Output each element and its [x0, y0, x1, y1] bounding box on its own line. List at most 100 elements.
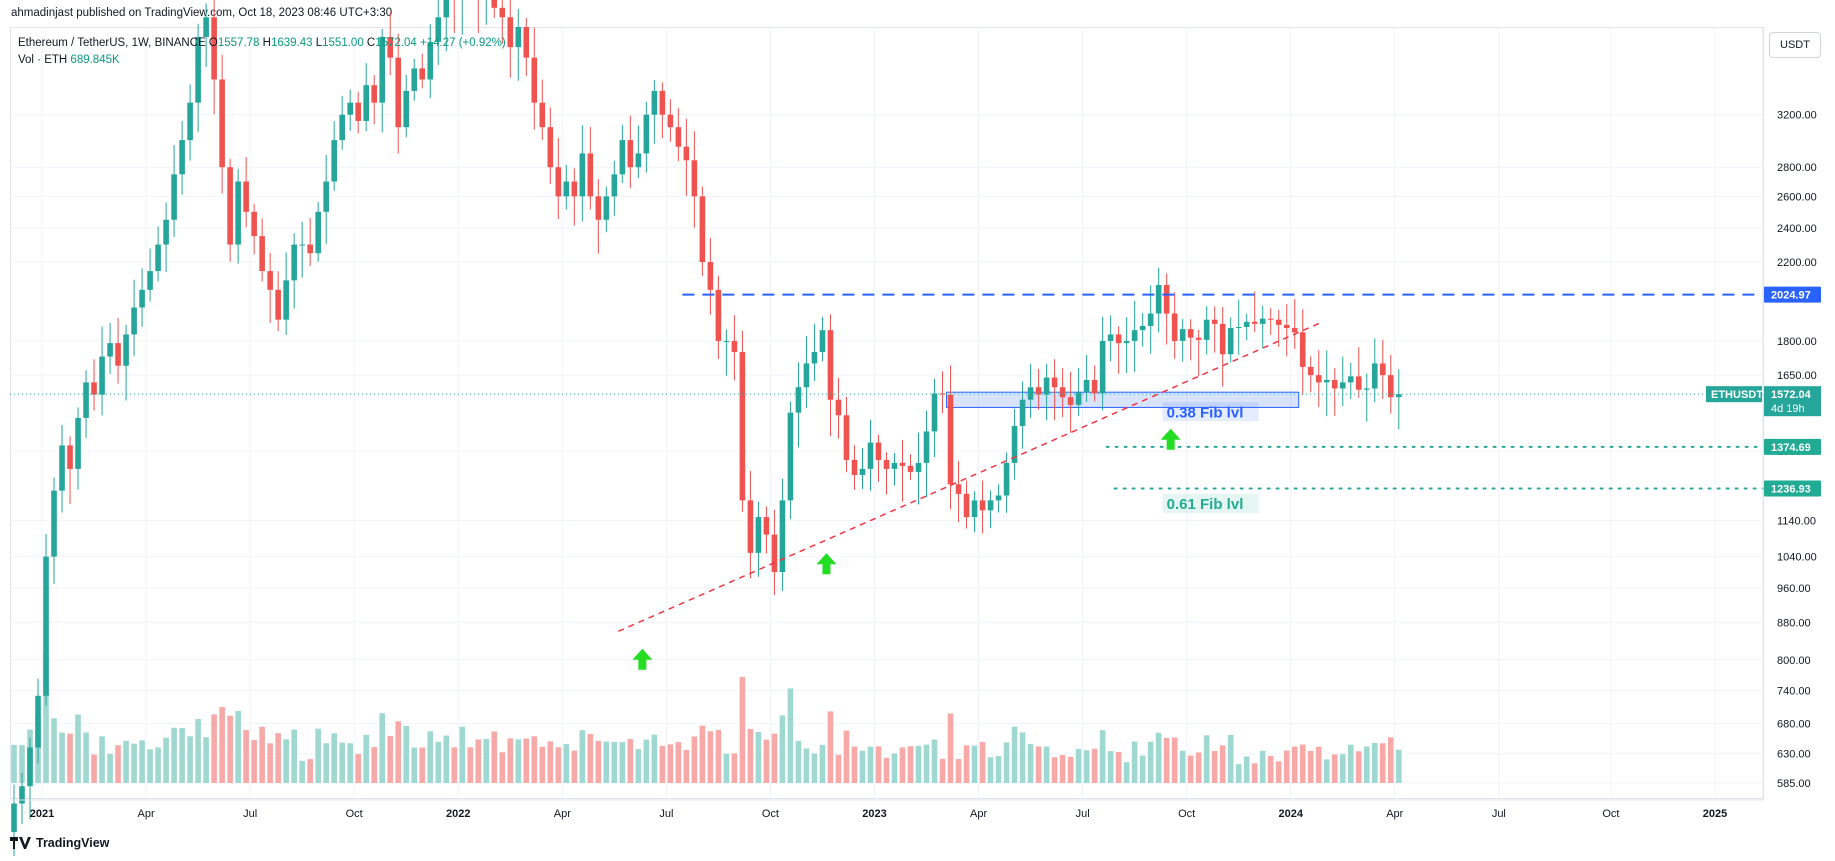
candle-body: [491, 0, 498, 8]
high-label: H: [262, 37, 271, 49]
candle-body: [779, 500, 786, 573]
volume-bar: [211, 714, 217, 783]
candle-body: [1043, 377, 1050, 395]
volume-bar: [707, 731, 714, 783]
volume-bar: [1371, 742, 1378, 783]
volume-bar: [203, 737, 209, 783]
volume-bar: [1315, 746, 1322, 783]
candle-body: [1115, 334, 1122, 344]
volume-bar: [915, 745, 922, 783]
volume-bar: [907, 746, 914, 783]
tradingview-logo-icon: [10, 837, 31, 849]
open-value: 1557.78: [217, 37, 260, 49]
volume-row: Vol · ETH 689.845K: [18, 52, 506, 69]
candle-body: [1363, 388, 1370, 390]
volume-bar: [235, 710, 241, 783]
chart-legend: Ethereum / TetherUS, 1W, BINANCE O1557.7…: [18, 35, 506, 69]
price-tick-label: 2200.00: [1777, 257, 1817, 269]
candle-body: [35, 695, 41, 748]
candle-body: [203, 17, 209, 37]
volume-bar: [331, 733, 337, 783]
time-tick-label: Jul: [659, 808, 673, 820]
price-axis: 3200.00 2800.00 2600.00 2400.00 2200.00 1800.…: [1706, 27, 1821, 800]
countdown-label: 4d 19h: [1771, 403, 1805, 415]
volume-bar: [131, 743, 137, 783]
candle-body: [347, 102, 353, 115]
price-tick-label: 960.00: [1777, 583, 1811, 595]
volume-bar: [699, 725, 706, 783]
price-tick-label: 880.00: [1777, 617, 1811, 629]
fib-zone-rect: [946, 391, 1300, 408]
volume-bar: [787, 688, 794, 783]
up-arrow-icon: [632, 648, 653, 670]
volume-bar: [411, 747, 418, 783]
volume-bar: [275, 733, 281, 783]
candle-body: [683, 146, 690, 161]
volume-bar: [267, 743, 273, 783]
time-tick-label: Oct: [1178, 808, 1195, 820]
candle-body: [507, 17, 514, 48]
volume-bar: [107, 753, 113, 783]
change-value: +14.27 (+0.92%): [420, 37, 506, 49]
candle-body: [747, 500, 754, 553]
time-tick-label: Apr: [554, 808, 571, 820]
volume-bar: [1019, 732, 1026, 783]
volume-bar: [499, 752, 506, 783]
candle-body: [987, 500, 994, 511]
volume-bar: [651, 734, 658, 783]
volume-bar: [955, 758, 962, 783]
candle-body: [91, 382, 97, 395]
volume-bar: [563, 743, 570, 783]
candle-body: [1155, 285, 1162, 314]
time-tick-label: 2022: [446, 808, 470, 820]
volume-bar: [355, 754, 362, 783]
candle-body: [1267, 318, 1274, 320]
volume-label: Vol · ETH: [18, 54, 68, 66]
volume-bar: [1163, 737, 1170, 783]
candle-body: [155, 244, 161, 272]
candle-body: [1227, 328, 1234, 355]
candle-body: [243, 181, 249, 212]
volume-bar: [1075, 748, 1082, 783]
candle-body: [387, 36, 394, 58]
price-badge: [1764, 480, 1821, 497]
candle-body: [27, 747, 33, 787]
candle-body: [1371, 363, 1378, 389]
volume-bar: [963, 745, 970, 783]
candle-body: [1355, 376, 1362, 390]
volume-bar: [1059, 754, 1066, 783]
volume-bar: [187, 736, 193, 783]
volume-bar: [1243, 756, 1250, 783]
volume-bar: [99, 736, 105, 783]
price-tick-label: 585.00: [1777, 778, 1811, 790]
volume-bar: [163, 737, 169, 783]
grid-lines: [10, 27, 1763, 800]
publisher-line: ahmadinjast published on TradingView.com…: [11, 7, 393, 19]
candle-body: [715, 289, 722, 341]
volume-bar: [435, 741, 442, 783]
volume-bar: [43, 654, 49, 783]
candle-body: [1323, 379, 1330, 383]
volume-bar: [299, 760, 305, 783]
volume-bar: [227, 715, 233, 783]
candle-body: [995, 495, 1002, 501]
symbol-badge: [1706, 386, 1762, 403]
currency-button[interactable]: USDT: [1769, 32, 1821, 58]
volume-bar: [803, 748, 810, 783]
candle-body: [843, 415, 850, 460]
volume-bar: [1299, 744, 1306, 783]
price-badge-label: 1236.93: [1771, 483, 1811, 495]
volume-bar: [155, 747, 161, 783]
volume-bar: [19, 745, 25, 783]
candle-body: [363, 85, 370, 121]
volume-bar: [195, 718, 201, 783]
symbol-title: Ethereum / TetherUS, 1W, BINANCE: [18, 37, 206, 49]
volume-bar: [147, 749, 153, 783]
volume-bar: [1083, 750, 1090, 783]
volume-bar: [1227, 735, 1234, 783]
volume-bar: [1395, 749, 1402, 783]
candle-body: [1291, 328, 1298, 333]
candle-body: [603, 196, 610, 220]
candle-body: [1259, 318, 1266, 324]
